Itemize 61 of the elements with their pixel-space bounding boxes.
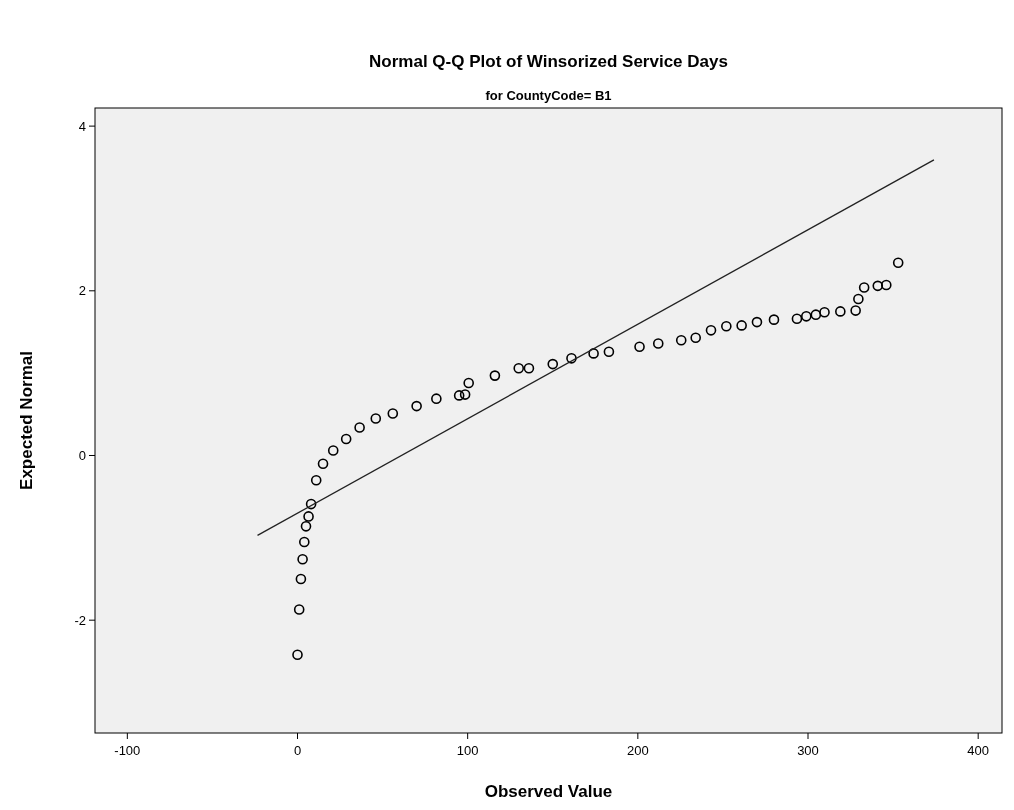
point	[370, 413, 382, 424]
point	[858, 282, 870, 293]
point	[305, 498, 317, 510]
point	[751, 316, 763, 328]
x-axis-title: Observed Value	[484, 782, 613, 801]
y-axis-title: Expected Normal	[17, 351, 36, 490]
point	[880, 279, 892, 291]
point	[603, 346, 615, 358]
point	[489, 370, 501, 381]
point	[310, 474, 322, 486]
point	[652, 338, 664, 349]
x-tick-label: 400	[967, 743, 990, 758]
point	[872, 280, 884, 292]
chart-subtitle: for CountyCode= B1	[485, 88, 612, 103]
point	[705, 325, 717, 336]
point	[431, 393, 442, 404]
x-tick-label: 200	[626, 743, 649, 758]
point	[513, 362, 525, 374]
point	[303, 511, 314, 522]
point	[293, 604, 305, 615]
x-tick-label: 0	[293, 743, 302, 758]
y-tick-label: 0	[78, 448, 86, 464]
point	[547, 358, 559, 370]
point	[459, 389, 471, 400]
point	[453, 390, 465, 401]
x-tick-label: 100	[456, 743, 479, 758]
y-tick-label: 4	[78, 118, 86, 134]
point	[463, 377, 474, 389]
point	[300, 521, 312, 532]
point	[892, 257, 904, 269]
point	[588, 348, 599, 359]
point	[675, 334, 687, 346]
x-tick-label: -100	[114, 743, 141, 758]
point	[298, 536, 310, 548]
point	[810, 309, 822, 320]
point	[566, 353, 577, 364]
point	[853, 293, 864, 305]
point	[297, 553, 308, 565]
point	[791, 313, 803, 325]
point	[411, 400, 422, 412]
x-tick-label: 300	[797, 743, 819, 758]
point	[295, 573, 307, 585]
point	[819, 306, 830, 318]
point	[317, 458, 329, 470]
point	[523, 362, 535, 374]
point	[354, 422, 365, 433]
point	[340, 433, 352, 445]
point	[387, 408, 399, 419]
point	[327, 445, 339, 456]
point	[768, 314, 780, 325]
point	[850, 305, 861, 316]
chart-title: Normal Q-Q Plot of Winsorized Service Days	[369, 52, 728, 71]
point	[800, 311, 812, 322]
point	[835, 306, 846, 317]
point	[634, 341, 645, 353]
y-tick-label: 2	[78, 283, 86, 299]
point	[736, 320, 747, 331]
y-tick-label: -2	[74, 612, 86, 628]
point	[292, 649, 303, 661]
point	[721, 320, 732, 332]
point	[690, 332, 702, 344]
